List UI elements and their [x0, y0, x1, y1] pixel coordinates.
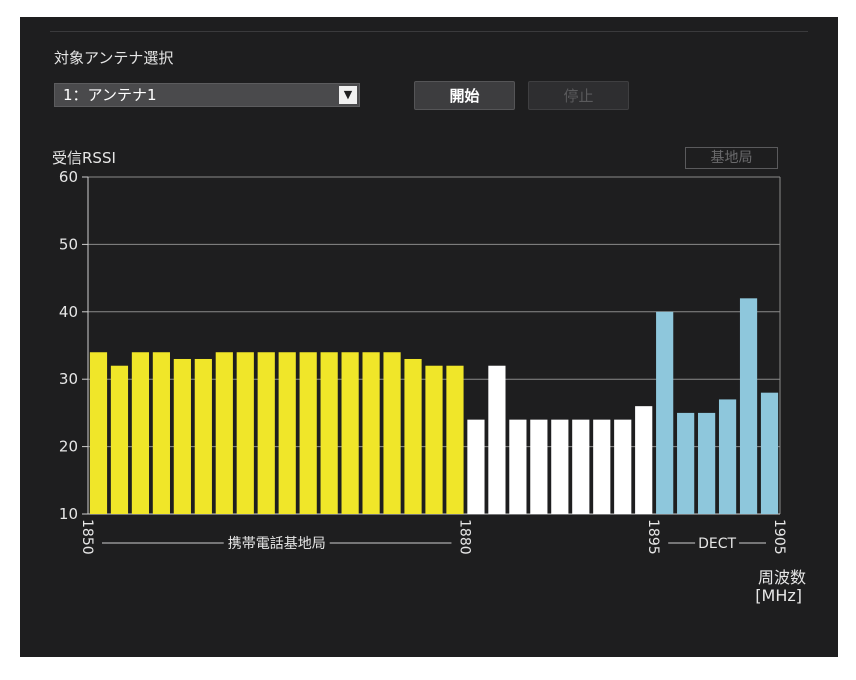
- bar-series1: [509, 419, 527, 514]
- bar-series0: [152, 352, 170, 514]
- bar-series0: [362, 352, 380, 514]
- y-tick-label: 40: [59, 303, 78, 321]
- y-tick-label: 10: [59, 505, 78, 523]
- bar-series1: [635, 406, 653, 514]
- bar-series0: [131, 352, 150, 514]
- divider: [50, 31, 808, 32]
- bar-series0: [257, 352, 275, 514]
- bar-series2: [677, 412, 695, 514]
- bar-series0: [299, 352, 317, 514]
- bar-series2: [656, 311, 674, 514]
- bar-series0: [194, 358, 212, 514]
- bar-series0: [404, 358, 422, 514]
- rssi-chart: 受信RSSI 10 20 30 40 50 60 1850 1880 1895 1905 携帯電話基地…: [52, 149, 806, 605]
- x-tick-label: 1905: [771, 519, 787, 555]
- bar-series0: [173, 358, 191, 514]
- start-button[interactable]: 開始: [414, 81, 515, 110]
- antenna-select[interactable]: 1：アンテナ1 ▼: [54, 83, 360, 107]
- antenna-select-label: 対象アンテナ選択: [54, 49, 174, 67]
- legend-basestation[interactable]: 基地局: [685, 147, 778, 169]
- bar-series1: [467, 419, 485, 514]
- bar-series1: [551, 419, 569, 514]
- bar-series2: [739, 298, 758, 514]
- x-tick-label: 1880: [456, 519, 472, 555]
- y-tick-label: 50: [59, 235, 78, 253]
- bar-series0: [110, 365, 129, 514]
- x-axis-title: 周波数: [758, 568, 806, 587]
- bar-series0: [89, 352, 108, 514]
- stop-button[interactable]: 停止: [528, 81, 629, 110]
- bar-series0: [215, 352, 233, 514]
- bar-series0: [383, 352, 401, 514]
- bar-series2: [698, 412, 716, 514]
- bar-series1: [530, 419, 548, 514]
- chevron-down-icon[interactable]: ▼: [339, 86, 357, 104]
- bar-series2: [760, 392, 779, 514]
- y-tick-label: 30: [59, 370, 78, 388]
- bar-series0: [446, 365, 464, 514]
- bar-series0: [425, 365, 443, 514]
- bar-series1: [614, 419, 632, 514]
- x-tick-label: 1895: [645, 519, 661, 555]
- y-tick-label: 60: [59, 168, 78, 186]
- bar-series2: [718, 399, 737, 514]
- spectrum-panel: 対象アンテナ選択 1：アンテナ1 ▼ 開始 停止 基地局 受信RSSI 10 20 3…: [20, 17, 838, 657]
- bar-series1: [488, 365, 506, 514]
- bar-series1: [572, 419, 590, 514]
- band-label: DECT: [698, 536, 736, 552]
- band-label: 携帯電話基地局: [228, 535, 326, 552]
- y-tick-label: 20: [59, 438, 78, 456]
- x-axis-unit: [MHz]: [755, 586, 802, 605]
- y-axis-title: 受信RSSI: [52, 149, 116, 167]
- antenna-select-value: 1：アンテナ1: [63, 86, 157, 104]
- bar-series0: [236, 352, 254, 514]
- x-tick-label: 1850: [79, 519, 95, 555]
- bar-series0: [341, 352, 359, 514]
- bar-series0: [320, 352, 338, 514]
- bar-series0: [278, 352, 296, 514]
- bar-series1: [593, 419, 611, 514]
